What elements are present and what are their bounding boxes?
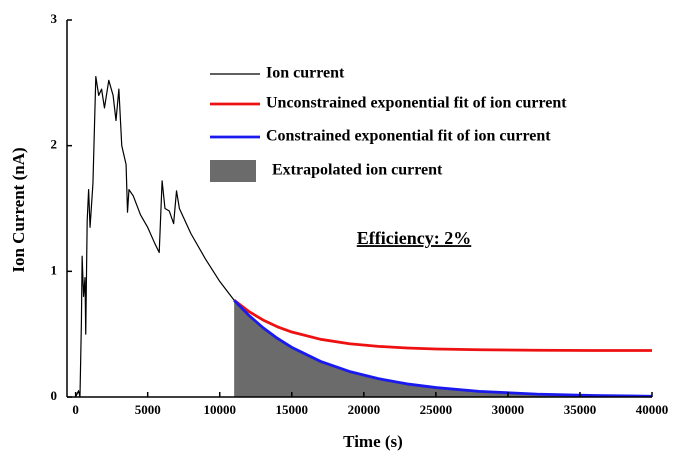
x-tick-label: 35000 [564,402,597,417]
legend-label: Constrained exponential fit of ion curre… [266,128,551,145]
y-tick-label: 2 [51,137,58,152]
x-tick-label: 30000 [492,402,525,417]
legend-label: Unconstrained exponential fit of ion cur… [266,95,567,112]
x-tick-label: 10000 [203,402,236,417]
legend-label: Ion current [266,65,345,82]
y-tick-label: 1 [51,262,58,277]
y-tick-label: 3 [51,11,58,26]
x-tick-label: 5000 [135,402,161,417]
line [233,299,653,398]
legend-label: Extrapolated ion current [272,162,443,179]
annotation: Efficiency: 2% [357,228,471,248]
x-tick-label: 20000 [348,402,381,417]
legend-swatch [210,160,256,182]
x-axis-label: Time (s) [343,432,403,451]
y-axis-label: Ion Current (nA) [9,147,28,272]
x-tick-label: 25000 [420,402,453,417]
x-tick-label: 0 [72,402,79,417]
y-tick-label: 0 [51,388,58,403]
x-tick-label: 40000 [636,402,669,417]
area [234,300,652,397]
line [233,299,652,352]
x-tick-label: 15000 [276,402,309,417]
line [75,75,235,398]
